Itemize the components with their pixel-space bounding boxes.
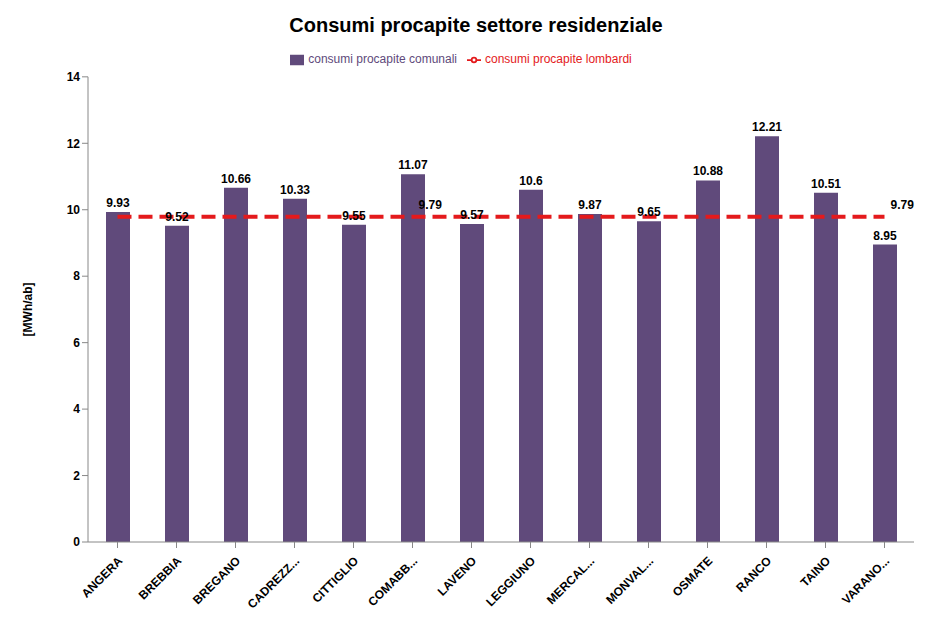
svg-text:4: 4 bbox=[73, 402, 80, 416]
svg-text:10.66: 10.66 bbox=[221, 172, 251, 186]
svg-text:10.51: 10.51 bbox=[811, 177, 841, 191]
svg-text:BREBBIA: BREBBIA bbox=[136, 554, 185, 603]
html-text:consumi procapite lombardi: consumi procapite lombardi bbox=[485, 52, 632, 66]
svg-text:12: 12 bbox=[67, 137, 81, 151]
svg-text:MONVAL...: MONVAL... bbox=[603, 554, 656, 607]
svg-text:9.87: 9.87 bbox=[578, 198, 602, 212]
svg-text:LEGGIUNO: LEGGIUNO bbox=[483, 554, 538, 609]
svg-text:LAVENO: LAVENO bbox=[435, 554, 480, 599]
svg-text:9.93: 9.93 bbox=[106, 196, 130, 210]
svg-text:9.65: 9.65 bbox=[637, 205, 661, 219]
svg-text:8: 8 bbox=[73, 269, 80, 283]
svg-text:OSMATE: OSMATE bbox=[670, 554, 716, 600]
svg-text:BREGANO: BREGANO bbox=[190, 554, 243, 607]
svg-text:CITTIGLIO: CITTIGLIO bbox=[309, 554, 361, 606]
svg-text:0: 0 bbox=[73, 535, 80, 549]
html-text:Consumi procapite settore resi: Consumi procapite settore residenziale bbox=[289, 14, 663, 36]
svg-text:10.33: 10.33 bbox=[280, 183, 310, 197]
svg-text:TAINO: TAINO bbox=[798, 554, 834, 590]
svg-text:9.57: 9.57 bbox=[460, 208, 484, 222]
svg-text:MERCAL...: MERCAL... bbox=[544, 554, 597, 607]
svg-text:14: 14 bbox=[67, 70, 81, 84]
svg-text:RANCO: RANCO bbox=[733, 554, 774, 595]
svg-text:9.55: 9.55 bbox=[342, 209, 366, 223]
svg-text:ANGERA: ANGERA bbox=[79, 554, 126, 601]
svg-text:12.21: 12.21 bbox=[752, 120, 782, 134]
svg-text:11.07: 11.07 bbox=[398, 158, 428, 172]
svg-text:VARANO...: VARANO... bbox=[839, 554, 892, 607]
svg-text:[MWh/ab]: [MWh/ab] bbox=[21, 282, 35, 336]
svg-text:10.88: 10.88 bbox=[693, 164, 723, 178]
svg-text:6: 6 bbox=[73, 336, 80, 350]
svg-text:2: 2 bbox=[73, 469, 80, 483]
svg-text:9.79: 9.79 bbox=[419, 198, 443, 212]
svg-text:10.6: 10.6 bbox=[519, 174, 543, 188]
svg-text:COMABB...: COMABB... bbox=[365, 554, 420, 609]
svg-text:9.79: 9.79 bbox=[891, 198, 915, 212]
html-text:consumi procapite comunali: consumi procapite comunali bbox=[308, 52, 457, 66]
svg-text:CADREZZ...: CADREZZ... bbox=[245, 554, 303, 612]
svg-text:9.52: 9.52 bbox=[165, 210, 189, 224]
svg-text:8.95: 8.95 bbox=[873, 229, 897, 243]
svg-text:10: 10 bbox=[67, 203, 81, 217]
